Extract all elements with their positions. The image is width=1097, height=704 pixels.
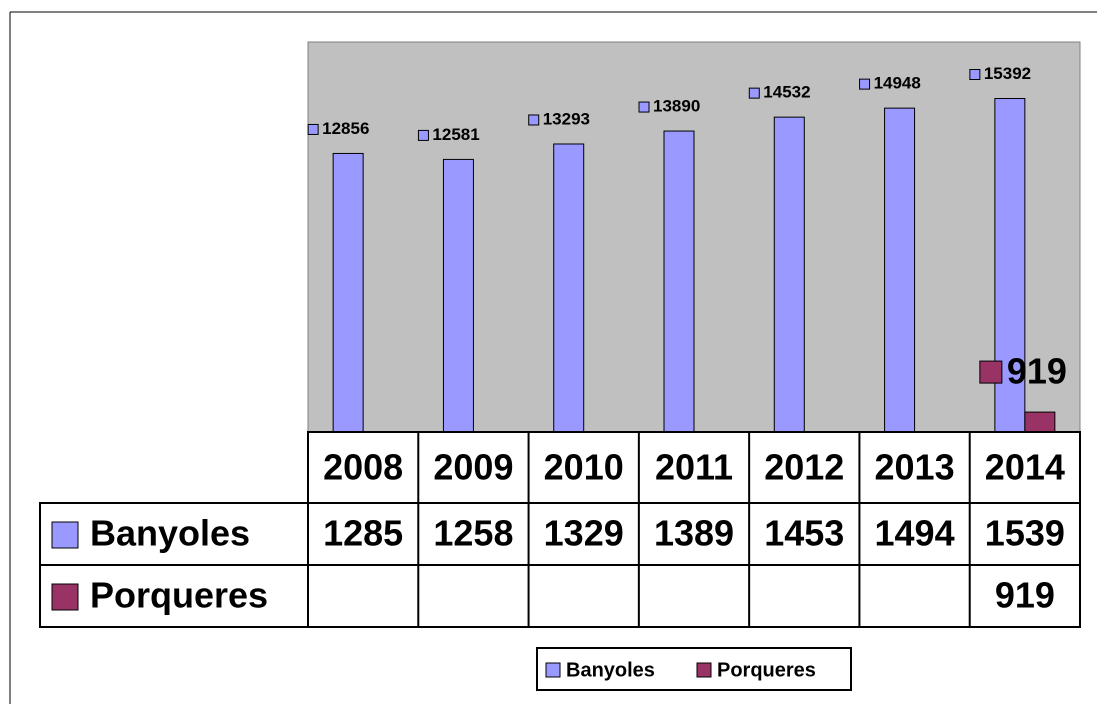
label-key bbox=[859, 78, 871, 90]
table-row-name: Porqueres bbox=[90, 575, 268, 616]
label-key bbox=[528, 114, 540, 126]
data-label: 13890 bbox=[653, 97, 700, 116]
label-key bbox=[979, 360, 1003, 384]
label-key bbox=[748, 87, 760, 99]
table-cell: 1539 bbox=[985, 513, 1065, 554]
table-header: 2014 bbox=[985, 447, 1065, 488]
table-cell: 1329 bbox=[544, 513, 624, 554]
legend-key bbox=[545, 662, 561, 678]
bar bbox=[332, 152, 364, 433]
bar bbox=[442, 158, 474, 433]
table-cell: 1453 bbox=[764, 513, 844, 554]
table-header: 2010 bbox=[544, 447, 624, 488]
label-key bbox=[417, 129, 429, 141]
table-key bbox=[51, 583, 79, 611]
data-label: 12856 bbox=[322, 119, 369, 138]
table-header: 2012 bbox=[764, 447, 844, 488]
table-cell: 919 bbox=[995, 575, 1055, 616]
bar bbox=[1024, 411, 1056, 433]
label-key bbox=[638, 101, 650, 113]
legend-key bbox=[696, 662, 712, 678]
table-header: 2013 bbox=[875, 447, 955, 488]
bar bbox=[553, 143, 585, 433]
table-cell: 1494 bbox=[875, 513, 955, 554]
table-key bbox=[51, 521, 79, 549]
data-label: 12581 bbox=[432, 125, 479, 144]
table-cell: 1258 bbox=[433, 513, 513, 554]
legend-label: Porqueres bbox=[717, 659, 816, 681]
data-label: 13293 bbox=[543, 109, 590, 128]
bar bbox=[884, 107, 916, 433]
data-label: 15392 bbox=[984, 64, 1031, 83]
table-header: 2008 bbox=[323, 447, 403, 488]
data-label: 14948 bbox=[874, 74, 921, 93]
label-key bbox=[969, 69, 981, 81]
data-label: 919 bbox=[1007, 351, 1067, 392]
data-label: 14532 bbox=[763, 83, 810, 102]
table-header: 2009 bbox=[433, 447, 513, 488]
table-header: 2011 bbox=[655, 447, 733, 488]
table-cell: 1389 bbox=[654, 513, 734, 554]
bar bbox=[773, 116, 805, 433]
legend-box bbox=[536, 647, 852, 691]
legend-label: Banyoles bbox=[566, 659, 655, 681]
label-key bbox=[307, 123, 319, 135]
bar bbox=[663, 130, 695, 433]
table-cell: 1285 bbox=[323, 513, 403, 554]
table-row-name: Banyoles bbox=[90, 513, 250, 554]
